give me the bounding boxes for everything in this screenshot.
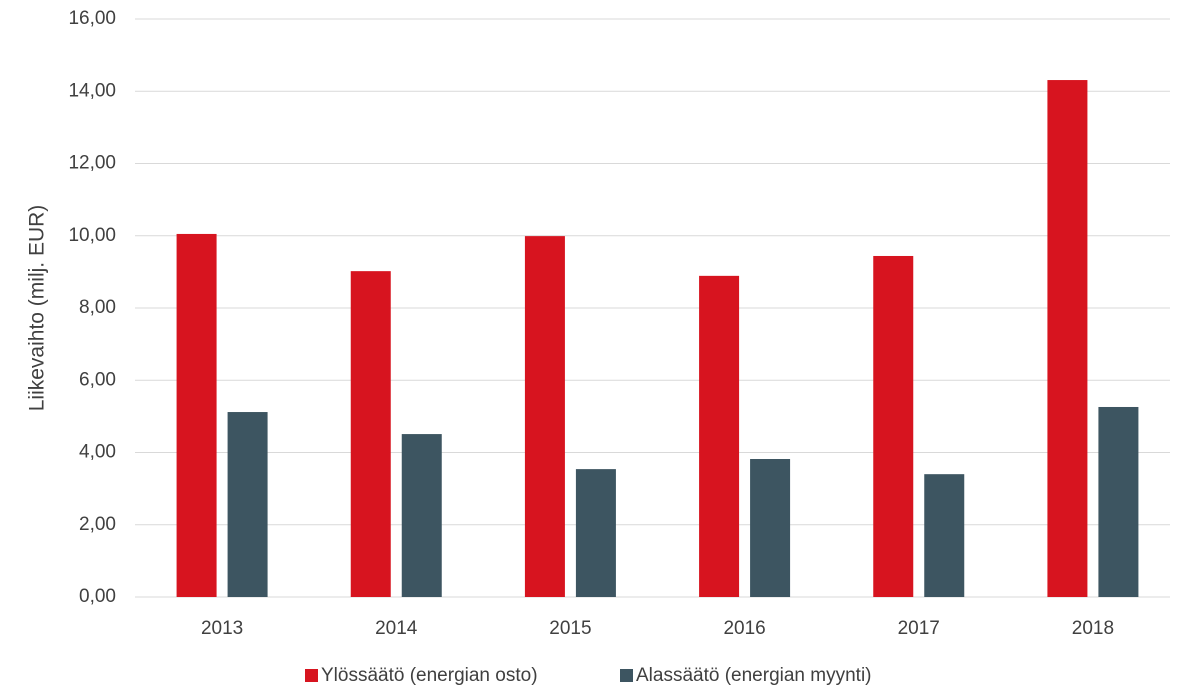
y-axis-label: Liikevaihto (milj. EUR) bbox=[26, 205, 49, 412]
legend-label: Ylössäätö (energian osto) bbox=[321, 665, 538, 686]
bar bbox=[575, 469, 616, 597]
bar bbox=[350, 271, 391, 597]
y-tick-label: 12,00 bbox=[68, 153, 116, 174]
bar bbox=[176, 233, 217, 597]
x-tick-label: 2013 bbox=[201, 618, 243, 639]
y-tick-label: 16,00 bbox=[68, 8, 116, 29]
bar bbox=[873, 255, 914, 598]
bar bbox=[401, 434, 442, 597]
bar bbox=[1047, 80, 1088, 597]
y-tick-label: 2,00 bbox=[79, 514, 116, 535]
x-tick-label: 2017 bbox=[898, 618, 940, 639]
x-tick-label: 2015 bbox=[549, 618, 591, 639]
y-tick-label: 0,00 bbox=[79, 586, 116, 607]
y-tick-label: 10,00 bbox=[68, 225, 116, 246]
bar bbox=[227, 412, 268, 597]
legend-swatch bbox=[305, 669, 318, 682]
bar bbox=[699, 275, 740, 597]
legend-label: Alassäätö (energian myynti) bbox=[636, 665, 872, 686]
x-tick-label: 2014 bbox=[375, 618, 418, 639]
bar bbox=[1098, 406, 1139, 597]
x-tick-label: 2018 bbox=[1072, 618, 1114, 639]
legend-swatch bbox=[620, 669, 633, 682]
y-tick-label: 8,00 bbox=[79, 297, 116, 318]
x-tick-label: 2016 bbox=[723, 618, 765, 639]
y-tick-label: 14,00 bbox=[68, 80, 116, 101]
bar bbox=[750, 459, 791, 597]
bar bbox=[924, 474, 965, 597]
y-tick-label: 6,00 bbox=[79, 369, 116, 390]
y-tick-label: 4,00 bbox=[79, 442, 116, 463]
bar bbox=[524, 236, 565, 597]
